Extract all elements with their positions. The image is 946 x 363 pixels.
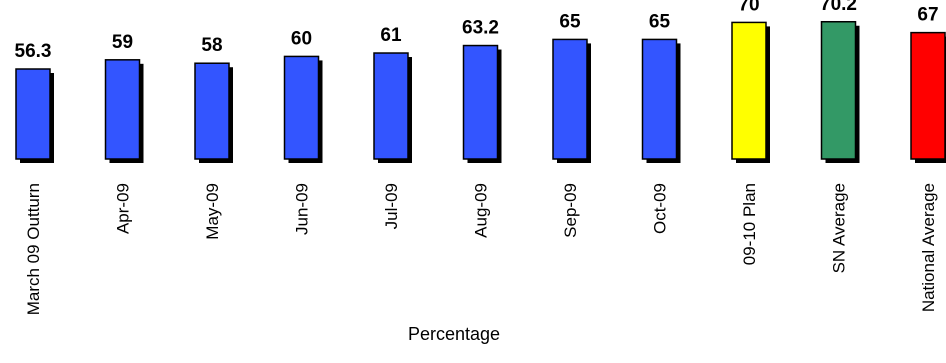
value-label: 70 xyxy=(738,0,759,15)
bar xyxy=(194,62,230,160)
category-label: Oct-09 xyxy=(651,183,670,234)
bar xyxy=(104,59,141,160)
category-label: Jul-09 xyxy=(382,183,401,229)
x-axis-label: Percentage xyxy=(408,324,500,344)
category-label: 09-10 Plan xyxy=(740,183,759,265)
bar xyxy=(373,52,409,160)
value-label: 56.3 xyxy=(15,41,52,62)
value-label: 65 xyxy=(559,11,581,32)
category-labels-group: March 09 Outturn Apr-09 May-09 Jun-09 Jul-09… xyxy=(24,183,938,315)
value-label: 63.2 xyxy=(462,18,499,39)
category-label: Sep-09 xyxy=(561,183,580,238)
value-label: 60 xyxy=(291,28,312,49)
value-label: 67 xyxy=(917,5,938,26)
bar xyxy=(462,44,499,160)
category-label: May-09 xyxy=(203,183,222,240)
bar xyxy=(820,20,857,160)
value-label: 61 xyxy=(380,25,402,46)
bar xyxy=(910,31,946,160)
value-label: 70.2 xyxy=(820,0,857,15)
category-label: SN Average xyxy=(830,183,849,273)
value-labels-group: 56.3 59 58 60 61 63.2 65 65 70 70.2 67 xyxy=(15,0,939,62)
category-label: Apr-09 xyxy=(114,183,133,234)
value-label: 58 xyxy=(201,35,222,56)
category-label: National Average xyxy=(919,183,938,312)
category-label: Jun-09 xyxy=(293,183,312,235)
bars-group xyxy=(15,20,946,164)
category-label: Aug-09 xyxy=(472,183,491,238)
bar xyxy=(552,38,588,160)
bar xyxy=(283,55,320,160)
bar xyxy=(641,38,678,160)
value-label: 59 xyxy=(112,32,133,53)
value-label: 65 xyxy=(649,11,671,32)
category-label: March 09 Outturn xyxy=(24,183,43,315)
bar xyxy=(15,68,51,160)
bar xyxy=(731,21,767,160)
